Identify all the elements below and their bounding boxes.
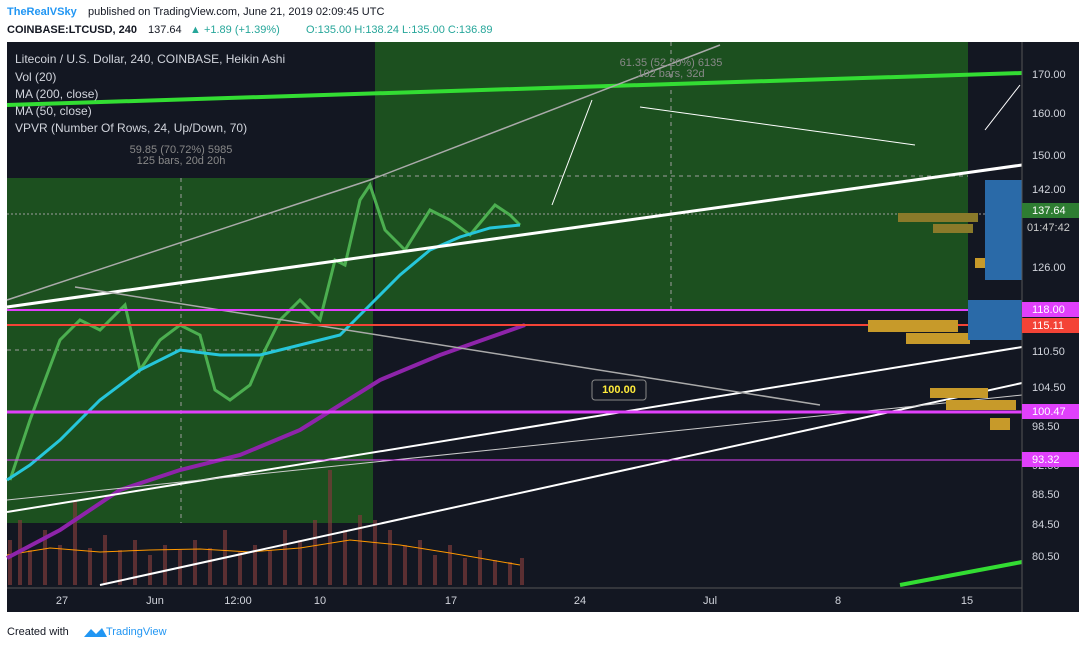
legend-item: MA (50, close) (15, 104, 92, 118)
annotation: 102 bars, 32d (637, 68, 704, 80)
annotation: 61.35 (52.20%) 6135 (620, 57, 723, 69)
annotation: 59.85 (70.72%) 5985 (130, 144, 233, 156)
logo (84, 628, 107, 637)
price-axis-label: 80.50 (1032, 551, 1060, 563)
last-price: 137.64 (148, 24, 182, 36)
footer-bg (0, 612, 1079, 650)
ma-200 (6, 323, 526, 560)
footer-text: Created with (7, 626, 69, 638)
legend-item: Vol (20) (15, 70, 56, 84)
annotation: 100.00 (602, 384, 636, 396)
time-axis-label: 15 (961, 595, 973, 607)
price-tag (1022, 452, 1079, 467)
price-axis-label: 84.50 (1032, 519, 1060, 531)
ohlc: O:135.00 H:138.24 L:135.00 C:136.89 (306, 24, 493, 36)
author[interactable]: TheRealVSky (7, 6, 78, 18)
trend-line (6, 346, 1023, 513)
price-tag (1022, 302, 1079, 317)
time-axis-label: 10 (314, 595, 326, 607)
price-axis-label: 126.00 (1032, 262, 1066, 274)
time-axis-label: Jun (146, 595, 164, 607)
footer-brand[interactable]: TradingView (106, 626, 167, 638)
legend-item: MA (200, close) (15, 87, 98, 101)
trend-line (899, 560, 1023, 587)
time-axis-label: 24 (574, 595, 586, 607)
legend-item: Litecoin / U.S. Dollar, 240, COINBASE, H… (15, 52, 285, 66)
vpvr (868, 180, 1022, 430)
price-tag-label: 100.47 (1032, 406, 1066, 418)
price-tag (1022, 404, 1079, 419)
price-axis-label: 110.50 (1032, 346, 1065, 358)
price-tag-label: 118.00 (1032, 304, 1065, 316)
annotation: 125 bars, 20d 20h (137, 155, 226, 167)
price-tag-label: 93.32 (1032, 454, 1060, 466)
price-tag (1022, 203, 1079, 218)
time-axis-label: 8 (835, 595, 841, 607)
price-tag-label: 137.64 (1032, 205, 1066, 217)
ma-50 (6, 223, 521, 482)
trend-line (6, 71, 1023, 107)
price-axis-label: 142.00 (1032, 184, 1066, 196)
time-axis-label: 17 (445, 595, 457, 607)
price-tag (1022, 318, 1079, 333)
arrow (551, 84, 1021, 206)
channel-line (6, 44, 721, 301)
time-axis-label: 27 (56, 595, 68, 607)
channel-line (74, 286, 821, 406)
price-axis-label: 88.50 (1032, 489, 1060, 501)
time-axis-label: 12:00 (224, 595, 252, 607)
price-axis-label: 98.50 (1032, 421, 1060, 433)
legend-item: VPVR (Number Of Rows, 24, Up/Down, 70) (15, 121, 247, 135)
price-axis-label: 170.00 (1032, 69, 1066, 81)
published: published on TradingView.com, June 21, 2… (88, 6, 384, 18)
price-axis-label: 160.00 (1032, 108, 1066, 120)
countdown: 01:47:42 (1027, 222, 1070, 234)
change: ▲ +1.89 (+1.39%) (190, 24, 280, 36)
trend-line (6, 163, 1023, 309)
price-tag-label: 115.11 (1032, 320, 1064, 332)
price-axis-label: 104.50 (1032, 382, 1066, 394)
symbol: COINBASE:LTCUSD, 240 (7, 24, 137, 36)
trend-line (99, 382, 1023, 586)
time-axis-label: Jul (703, 595, 717, 607)
callout-box (591, 379, 647, 401)
price-axis-label: 150.00 (1032, 150, 1066, 162)
